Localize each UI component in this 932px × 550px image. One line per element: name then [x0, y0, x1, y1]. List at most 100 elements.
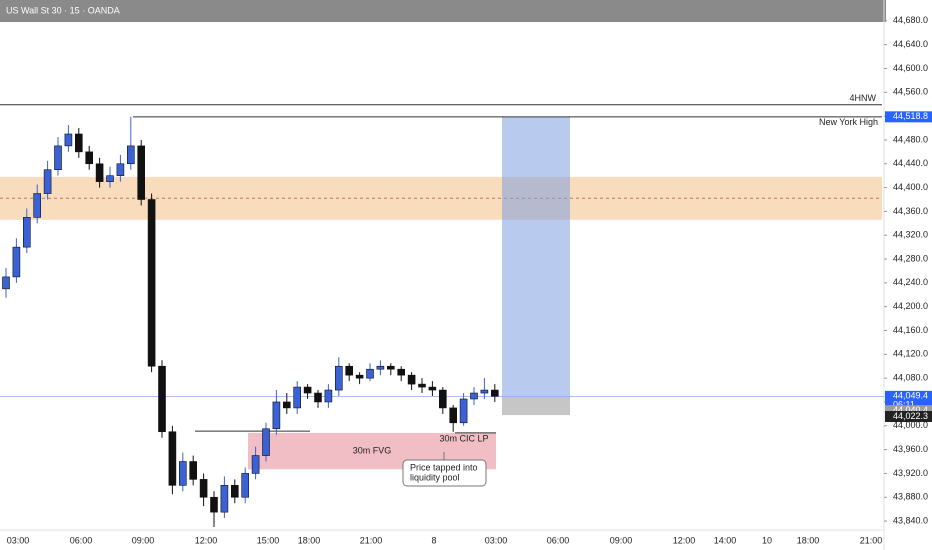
- candle-body: [334, 365, 343, 391]
- candle-body: [33, 193, 42, 218]
- x-tick-label: 12:00: [195, 535, 218, 545]
- candle-body: [127, 145, 135, 165]
- level-label: 30m CIC LP: [439, 433, 488, 443]
- y-tick-label: 44,600.0: [893, 63, 928, 73]
- x-tick-label: 14:00: [714, 535, 737, 545]
- y-tick-label: 44,000.0: [893, 420, 928, 430]
- x-tick-label: 06:00: [547, 535, 570, 545]
- candle-body: [189, 461, 197, 480]
- candle-body: [272, 401, 281, 430]
- candle-body: [376, 365, 385, 370]
- price-tag-label: 44,040.4: [893, 405, 928, 415]
- x-tick-label: 21:00: [860, 535, 883, 545]
- y-tick-label: 44,080.0: [893, 373, 928, 383]
- y-tick-label: 44,320.0: [893, 230, 928, 240]
- header-bar: [0, 0, 886, 22]
- candle-body: [137, 145, 145, 200]
- y-tick-label: 44,640.0: [893, 39, 928, 49]
- candle-body: [470, 392, 478, 400]
- x-tick-label: 21:00: [360, 535, 383, 545]
- candle-body: [282, 401, 291, 409]
- x-tick-label: 09:00: [610, 535, 633, 545]
- level-label: New York High: [819, 117, 878, 127]
- candle-body: [241, 473, 249, 498]
- candle-body: [116, 163, 125, 176]
- candle-body: [2, 276, 10, 290]
- y-tick-label: 43,920.0: [893, 468, 928, 478]
- x-tick-label: 15:00: [257, 535, 280, 545]
- x-tick-label: 09:00: [132, 535, 155, 545]
- x-tick-label: 06:00: [70, 535, 93, 545]
- candle-body: [210, 496, 218, 513]
- y-tick-label: 43,840.0: [893, 515, 928, 525]
- candle-body: [355, 374, 364, 379]
- y-tick-label: 43,880.0: [893, 492, 928, 502]
- candle-body: [345, 365, 354, 376]
- candle-body: [324, 389, 333, 403]
- candle-body: [179, 461, 187, 486]
- price-tag: [885, 111, 932, 123]
- level-label: 4HNW: [850, 93, 877, 103]
- x-tick-label: 03:00: [485, 535, 508, 545]
- x-tick-label: 8: [431, 535, 436, 545]
- candle-body: [490, 389, 499, 397]
- candle-body: [168, 431, 177, 486]
- price-tag-label: 44,518.8: [893, 111, 928, 121]
- candle-body: [85, 151, 93, 165]
- candle-body: [158, 365, 166, 433]
- x-tick-label: 10: [762, 535, 772, 545]
- candle-body: [407, 374, 416, 385]
- y-tick-label: 44,360.0: [893, 206, 928, 216]
- candle-body: [251, 455, 260, 474]
- y-tick-label: 44,400.0: [893, 182, 928, 192]
- candle-body: [480, 389, 489, 394]
- y-tick-label: 44,200.0: [893, 301, 928, 311]
- price-tag: [885, 411, 932, 423]
- candle-body: [314, 392, 322, 403]
- y-tick-label: 43,960.0: [893, 444, 928, 454]
- y-tick-label: 44,560.0: [893, 87, 928, 97]
- candle-body: [438, 389, 447, 409]
- candle-body: [199, 479, 208, 498]
- callout-text: liquidity pool: [410, 472, 460, 482]
- candle-body: [303, 386, 312, 394]
- candle-body: [397, 368, 406, 376]
- candle-body: [106, 175, 114, 182]
- y-tick-label: 44,480.0: [893, 134, 928, 144]
- price-tag: [885, 405, 932, 417]
- candle-body: [22, 217, 31, 248]
- candle-body: [418, 383, 426, 388]
- x-tick-label: 12:00: [673, 535, 696, 545]
- candle-body: [75, 133, 83, 153]
- x-tick-label: 18:00: [298, 535, 321, 545]
- x-tick-label: 03:00: [7, 535, 30, 545]
- price-tag-label: 44,049.4: [893, 391, 928, 401]
- y-tick-label: 44,120.0: [893, 349, 928, 359]
- y-tick-label: 44,240.0: [893, 277, 928, 287]
- candle-body: [231, 485, 239, 498]
- candle-body: [262, 428, 270, 456]
- candle-body: [428, 386, 437, 391]
- candle-body: [220, 485, 229, 513]
- y-tick-label: 44,160.0: [893, 325, 928, 335]
- candle-body: [449, 407, 458, 424]
- target-box: [502, 116, 570, 397]
- candle-body: [54, 145, 62, 171]
- chart-title: US Wall St 30 · 15 · OANDA: [6, 5, 120, 15]
- countdown: 06:11: [893, 400, 915, 410]
- y-tick-label: 44,680.0: [893, 15, 928, 25]
- candle-body: [43, 169, 52, 194]
- x-tick-label: 18:00: [797, 535, 820, 545]
- candle-body: [12, 246, 21, 278]
- candle-body: [366, 368, 374, 379]
- candle-body: [386, 365, 395, 370]
- y-tick-label: 44,440.0: [893, 158, 928, 168]
- stop-box: [502, 396, 570, 416]
- candle-body: [147, 199, 156, 367]
- y-tick-label: 44,280.0: [893, 253, 928, 263]
- candle-body: [95, 163, 104, 182]
- fvg-label: 30m FVG: [353, 445, 392, 455]
- candle-body: [459, 398, 468, 424]
- candle-body: [64, 133, 73, 147]
